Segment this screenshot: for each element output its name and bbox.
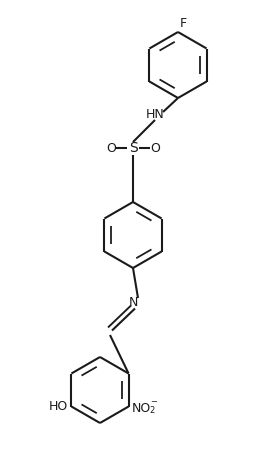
Text: $_2^-$: $_2^-$: [149, 401, 158, 416]
Text: F: F: [180, 17, 187, 30]
Text: O: O: [106, 141, 116, 155]
Text: S: S: [129, 141, 137, 155]
Text: N: N: [128, 296, 138, 308]
Text: HO: HO: [49, 400, 68, 413]
Text: O: O: [150, 141, 160, 155]
Text: HN: HN: [146, 109, 164, 121]
Text: NO: NO: [132, 402, 151, 415]
